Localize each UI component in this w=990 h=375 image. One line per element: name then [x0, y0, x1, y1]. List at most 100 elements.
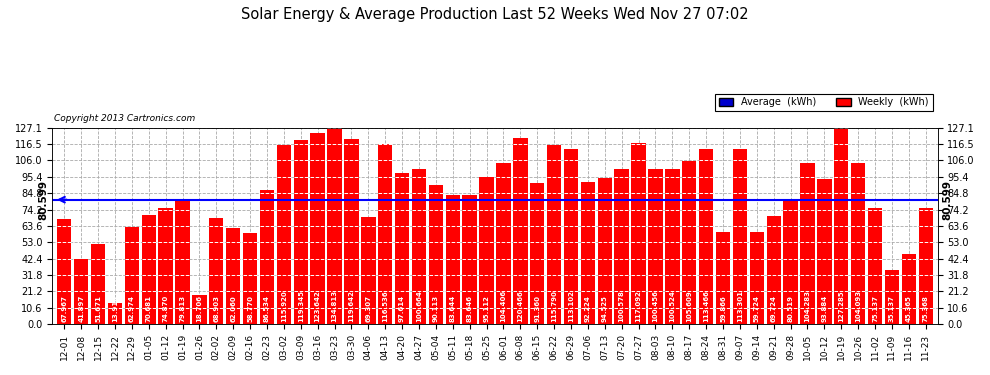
Bar	[142, 215, 156, 324]
Bar	[192, 295, 207, 324]
Text: 95.112: 95.112	[483, 295, 489, 322]
Text: 80.599: 80.599	[941, 180, 952, 220]
Text: 100.664: 100.664	[416, 290, 422, 322]
Text: 113.102: 113.102	[568, 290, 574, 322]
Bar	[479, 177, 494, 324]
Text: 86.534: 86.534	[264, 295, 270, 322]
Text: 113.301: 113.301	[737, 290, 742, 322]
Text: 69.307: 69.307	[365, 295, 371, 322]
Text: 58.770: 58.770	[248, 295, 253, 322]
Bar	[125, 227, 139, 324]
Text: 51.671: 51.671	[95, 295, 101, 322]
Text: 91.360: 91.360	[535, 295, 541, 322]
Text: 116.536: 116.536	[382, 290, 388, 322]
Text: 117.092: 117.092	[636, 290, 642, 322]
Bar	[412, 169, 426, 324]
Bar	[345, 140, 358, 324]
Bar	[513, 138, 528, 324]
Text: 120.466: 120.466	[518, 290, 524, 322]
Text: 100.578: 100.578	[619, 290, 625, 322]
Text: 119.642: 119.642	[348, 290, 354, 322]
Bar	[851, 164, 865, 324]
Bar	[243, 233, 257, 324]
Bar	[682, 161, 696, 324]
Bar	[749, 232, 764, 324]
Text: 80.519: 80.519	[788, 295, 794, 322]
Bar	[648, 169, 662, 324]
Text: 83.646: 83.646	[466, 295, 472, 322]
Text: 59.866: 59.866	[720, 295, 726, 322]
Text: 104.283: 104.283	[805, 290, 811, 322]
Text: 68.903: 68.903	[213, 295, 220, 322]
Bar	[226, 228, 241, 324]
Text: 100.524: 100.524	[669, 290, 675, 322]
Bar	[615, 169, 629, 324]
Text: 18.706: 18.706	[196, 295, 202, 322]
Bar	[361, 217, 375, 324]
Bar	[378, 144, 392, 324]
Text: 115.790: 115.790	[551, 290, 557, 322]
Bar	[530, 183, 544, 324]
Bar	[699, 149, 714, 324]
Text: 59.724: 59.724	[753, 295, 759, 322]
Text: 67.967: 67.967	[61, 295, 67, 322]
Text: 41.897: 41.897	[78, 294, 84, 322]
Text: 45.365: 45.365	[906, 295, 912, 322]
Bar	[546, 146, 561, 324]
Bar	[496, 163, 511, 324]
Bar	[91, 244, 105, 324]
Bar	[276, 145, 291, 324]
Bar	[175, 201, 190, 324]
Text: 35.137: 35.137	[889, 295, 895, 322]
Bar	[209, 218, 224, 324]
Text: 97.614: 97.614	[399, 295, 405, 322]
Bar	[108, 303, 122, 324]
Bar	[632, 143, 645, 324]
Text: 100.456: 100.456	[652, 290, 658, 322]
Text: 119.345: 119.345	[298, 290, 304, 322]
Text: 75.368: 75.368	[923, 295, 929, 322]
Bar	[294, 140, 308, 324]
Text: 62.974: 62.974	[129, 295, 135, 322]
Bar	[868, 208, 882, 324]
Bar	[446, 195, 460, 324]
Bar	[581, 182, 595, 324]
Bar	[429, 185, 444, 324]
Bar	[311, 133, 325, 324]
Text: 80.599: 80.599	[38, 180, 49, 220]
Text: 104.406: 104.406	[501, 290, 507, 322]
Bar	[57, 219, 71, 324]
Text: 123.642: 123.642	[315, 290, 321, 322]
Text: 105.609: 105.609	[686, 290, 692, 322]
Text: 115.920: 115.920	[281, 290, 287, 322]
Text: 93.884: 93.884	[822, 294, 828, 322]
Bar	[259, 190, 274, 324]
Bar	[462, 195, 477, 324]
Bar	[834, 128, 848, 324]
Text: 90.113: 90.113	[433, 295, 439, 322]
Text: 13.918: 13.918	[112, 295, 118, 322]
Text: 127.285: 127.285	[839, 290, 844, 322]
Text: 69.724: 69.724	[770, 295, 777, 322]
Text: 75.137: 75.137	[872, 295, 878, 322]
Text: 94.525: 94.525	[602, 295, 608, 322]
Bar	[885, 270, 899, 324]
Text: 134.813: 134.813	[332, 290, 338, 322]
Bar	[74, 260, 88, 324]
Text: 74.870: 74.870	[162, 294, 168, 322]
Text: 113.466: 113.466	[703, 290, 709, 322]
Bar	[733, 149, 747, 324]
Text: 104.093: 104.093	[855, 290, 861, 322]
Text: 92.224: 92.224	[585, 295, 591, 322]
Bar	[598, 178, 612, 324]
Bar	[158, 209, 173, 324]
Bar	[783, 200, 798, 324]
Bar	[766, 216, 781, 324]
Text: 83.644: 83.644	[449, 294, 455, 322]
Bar	[328, 116, 342, 324]
Text: Copyright 2013 Cartronics.com: Copyright 2013 Cartronics.com	[54, 114, 195, 123]
Bar	[817, 179, 832, 324]
Legend: Average  (kWh), Weekly  (kWh): Average (kWh), Weekly (kWh)	[715, 93, 933, 111]
Bar	[564, 150, 578, 324]
Bar	[716, 232, 731, 324]
